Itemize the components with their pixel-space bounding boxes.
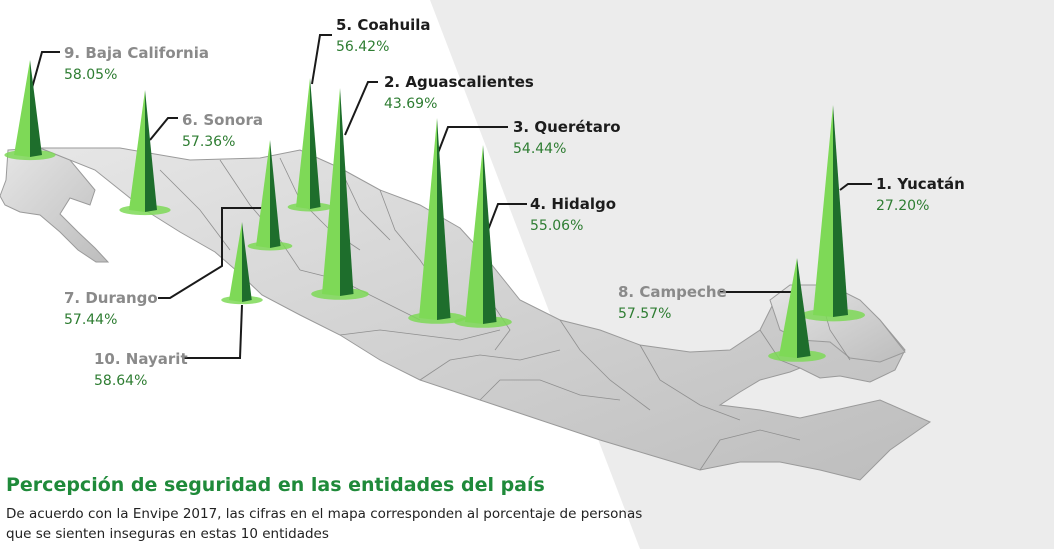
entity-name: 10. Nayarit [94,350,188,368]
entity-name: 5. Coahuila [336,16,431,34]
cone-baja-california [4,60,56,161]
entity-name: 1. Yucatán [876,175,965,193]
cone-quer-taro [408,118,466,324]
cone-campeche [768,258,826,362]
cone-yucat-n [801,105,865,322]
entity-name: 9. Baja California [64,44,209,62]
label-hidalgo: 4. Hidalgo 55.06% [530,193,616,237]
entity-value: 58.64% [94,373,148,389]
cone-hidalgo [454,145,512,328]
cone-nayarit [221,222,263,305]
entity-value: 58.05% [64,67,118,83]
label-sonora: 6. Sonora 57.36% [182,109,263,153]
label-nayarit: 10. Nayarit 58.64% [94,348,188,392]
entity-name: 2. Aguascalientes [384,73,534,91]
cone-aguascalientes [311,88,369,300]
cone-markers [4,60,865,362]
entity-value: 57.57% [618,306,672,322]
page-title: Percepción de seguridad en las entidades… [6,474,545,496]
cone-sonora [119,90,171,216]
entity-name: 6. Sonora [182,111,263,129]
entity-name: 4. Hidalgo [530,195,617,213]
entity-value: 55.06% [530,218,584,234]
entity-value: 57.44% [64,312,118,328]
entity-value: 43.69% [384,96,438,112]
label-yucatan: 1. Yucatán 27.20% [876,173,965,217]
entity-value: 57.36% [182,134,236,150]
entity-value: 27.20% [876,198,930,214]
entity-name: 8. Campeche [618,283,727,301]
label-baja-california: 9. Baja California 58.05% [64,42,209,86]
label-aguascalientes: 2. Aguascalientes 43.69% [384,71,534,115]
label-coahuila: 5. Coahuila 56.42% [336,14,431,58]
entity-name: 3. Querétaro [513,118,621,136]
label-queretaro: 3. Querétaro 54.44% [513,116,621,160]
page-subtitle: De acuerdo con la Envipe 2017, las cifra… [6,506,643,542]
cone-coahuila [287,78,333,212]
label-durango: 7. Durango 57.44% [64,287,158,331]
baja-peninsula [0,147,110,263]
entity-value: 54.44% [513,141,567,157]
entity-value: 56.42% [336,39,390,55]
cone-durango [247,140,293,251]
label-campeche: 8. Campeche 57.57% [618,281,727,325]
entity-name: 7. Durango [64,289,158,307]
